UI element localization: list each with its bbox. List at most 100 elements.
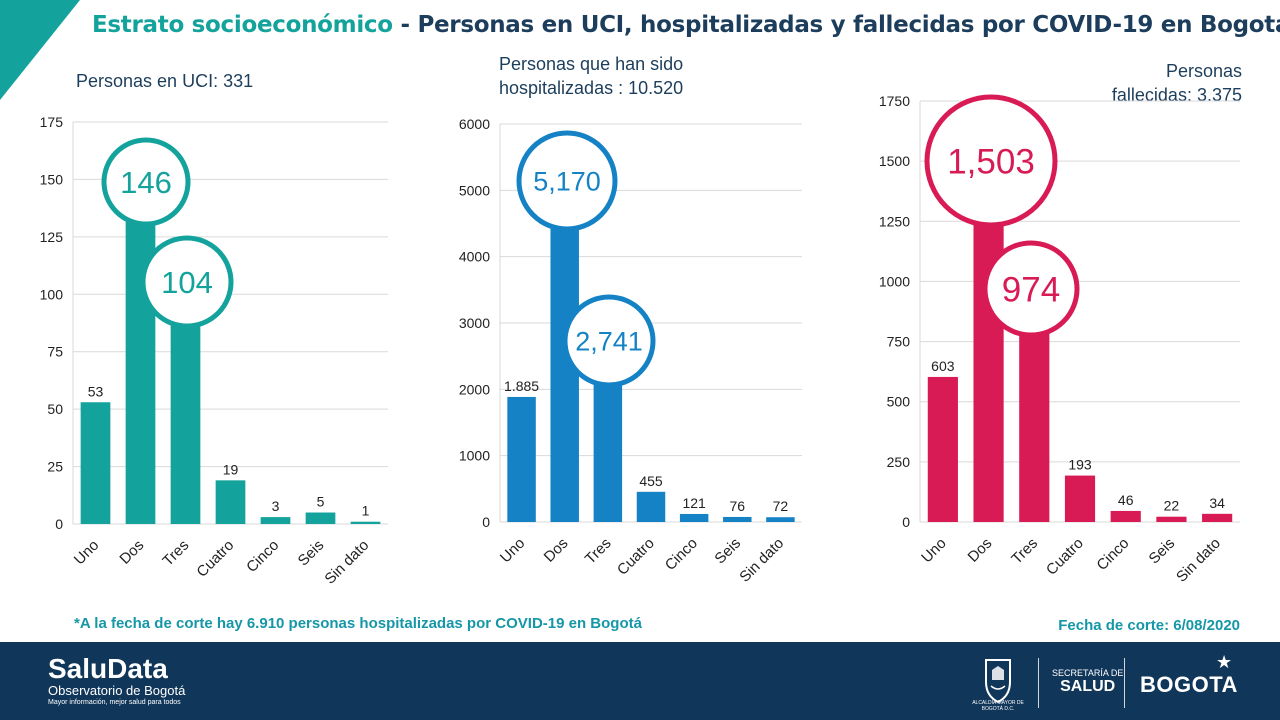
bar — [80, 402, 111, 524]
data-label: 22 — [1164, 498, 1180, 514]
y-tick-label: 0 — [482, 514, 490, 530]
x-tick-label: Uno — [918, 535, 949, 566]
uci-chart-title: Personas en UCI: 331 — [76, 71, 254, 91]
bar — [507, 396, 536, 522]
data-label: 193 — [1068, 457, 1092, 473]
secretaria-line-2: SALUD — [1060, 678, 1116, 695]
deaths-title-line-2: fallecidas: 3.375 — [1111, 85, 1242, 105]
y-tick-label: 5000 — [459, 182, 490, 198]
bar — [766, 517, 795, 522]
data-label: 5 — [317, 494, 325, 510]
y-tick-label: 100 — [40, 286, 64, 302]
highlight-circle — [516, 130, 618, 232]
highlight-label: 1,503 — [947, 143, 1035, 182]
bar — [305, 512, 336, 524]
secretaria-logo: SECRETARÍA DE SALUD — [1052, 668, 1123, 696]
highlight-circle — [101, 137, 191, 227]
y-tick-label: 1000 — [879, 273, 910, 289]
x-tick-label: Tres — [1008, 535, 1041, 568]
y-tick-label: 150 — [40, 171, 64, 187]
data-label: 34 — [1209, 495, 1225, 511]
page-title: Estrato socioeconómico - Personas en UCI… — [92, 12, 1280, 38]
y-tick-label: 0 — [55, 516, 63, 532]
y-tick-label: 500 — [887, 394, 911, 410]
y-tick-label: 750 — [887, 334, 911, 350]
y-tick-label: 75 — [47, 344, 63, 360]
x-tick-label: Seis — [1146, 535, 1179, 568]
x-tick-label: Dos — [965, 535, 996, 566]
highlight-label: 5,170 — [533, 167, 601, 197]
footer-bar: SaluData Observatorio de Bogotá Mayor in… — [0, 642, 1280, 720]
bar — [215, 480, 246, 524]
secretaria-line-1: SECRETARÍA DE — [1052, 668, 1124, 678]
data-label: 1 — [362, 503, 370, 519]
deaths-title-line-1: Personas — [1165, 61, 1242, 81]
highlight-label: 2,741 — [575, 327, 643, 357]
highlight-circle — [924, 94, 1058, 228]
bar — [350, 521, 381, 524]
highlight-circle — [562, 294, 656, 388]
deaths-chart-title: Personas fallecidas: 3.375 — [1112, 59, 1242, 107]
saludata-logo: SaluData Observatorio de Bogotá Mayor in… — [48, 654, 185, 708]
bar — [636, 491, 666, 522]
y-tick-label: 50 — [47, 401, 63, 417]
data-label: 603 — [931, 358, 955, 374]
highlight-label: 974 — [1002, 271, 1060, 310]
data-label: 1.885 — [504, 378, 539, 394]
y-tick-label: 4000 — [459, 249, 490, 265]
star-icon: ★ — [1216, 652, 1233, 672]
bar — [1110, 510, 1141, 522]
data-label: 76 — [729, 498, 745, 514]
bar — [679, 513, 709, 522]
y-tick-label: 125 — [40, 229, 64, 245]
data-label: 3 — [272, 498, 280, 514]
hospital-title-line-1: Personas que han sido — [499, 54, 684, 74]
title-rest: - Personas en UCI, hospitalizadas y fall… — [392, 12, 1280, 38]
bar — [260, 517, 291, 524]
bar — [927, 376, 958, 522]
data-label: 121 — [682, 495, 706, 511]
brand-name: SaluData — [48, 653, 168, 684]
bogota-logo: BOGOTA — [1140, 672, 1238, 697]
crest-caption: ALCALDÍA MAYOR DE BOGOTÁ D.C. — [972, 700, 1024, 712]
y-tick-label: 25 — [47, 459, 63, 475]
footnote: *A la fecha de corte hay 6.910 personas … — [74, 615, 642, 632]
highlight-circle — [140, 235, 234, 329]
data-label: 46 — [1118, 492, 1134, 508]
title-accent: Estrato socioeconómico — [92, 12, 393, 38]
y-tick-label: 6000 — [459, 116, 490, 132]
brand-subtitle: Observatorio de Bogotá — [48, 683, 186, 698]
x-tick-label: Cuatro — [1043, 535, 1087, 579]
highlight-label: 104 — [161, 265, 213, 300]
y-tick-label: 3000 — [459, 315, 490, 331]
y-tick-label: 2000 — [459, 381, 490, 397]
y-tick-label: 0 — [902, 514, 910, 530]
y-tick-label: 1500 — [879, 153, 910, 169]
bar — [125, 188, 156, 525]
divider-2 — [1124, 658, 1125, 708]
x-tick-label: Cinco — [1093, 535, 1132, 574]
bar — [1202, 513, 1233, 522]
coat-of-arms-icon — [985, 659, 1011, 704]
bar — [1156, 516, 1187, 522]
y-tick-label: 175 — [40, 114, 64, 130]
x-tick-label: Sin dato — [1173, 535, 1224, 586]
divider-1 — [1038, 658, 1039, 708]
bar — [723, 516, 752, 522]
data-label: 19 — [223, 461, 239, 477]
y-tick-label: 1750 — [879, 93, 910, 109]
hospital-title-line-2: hospitalizadas : 10.520 — [499, 78, 684, 98]
brand-tagline: Mayor información, mejor salud para todo… — [48, 699, 181, 706]
data-label: 53 — [88, 383, 104, 399]
y-tick-label: 250 — [887, 454, 911, 470]
cutoff-date: Fecha de corte: 6/08/2020 — [1058, 617, 1240, 634]
data-label: 455 — [639, 473, 663, 489]
data-label: 72 — [773, 498, 789, 514]
bar — [1064, 475, 1096, 522]
highlight-label: 146 — [120, 165, 172, 200]
y-tick-label: 1000 — [459, 448, 490, 464]
corner-accent — [0, 0, 80, 100]
